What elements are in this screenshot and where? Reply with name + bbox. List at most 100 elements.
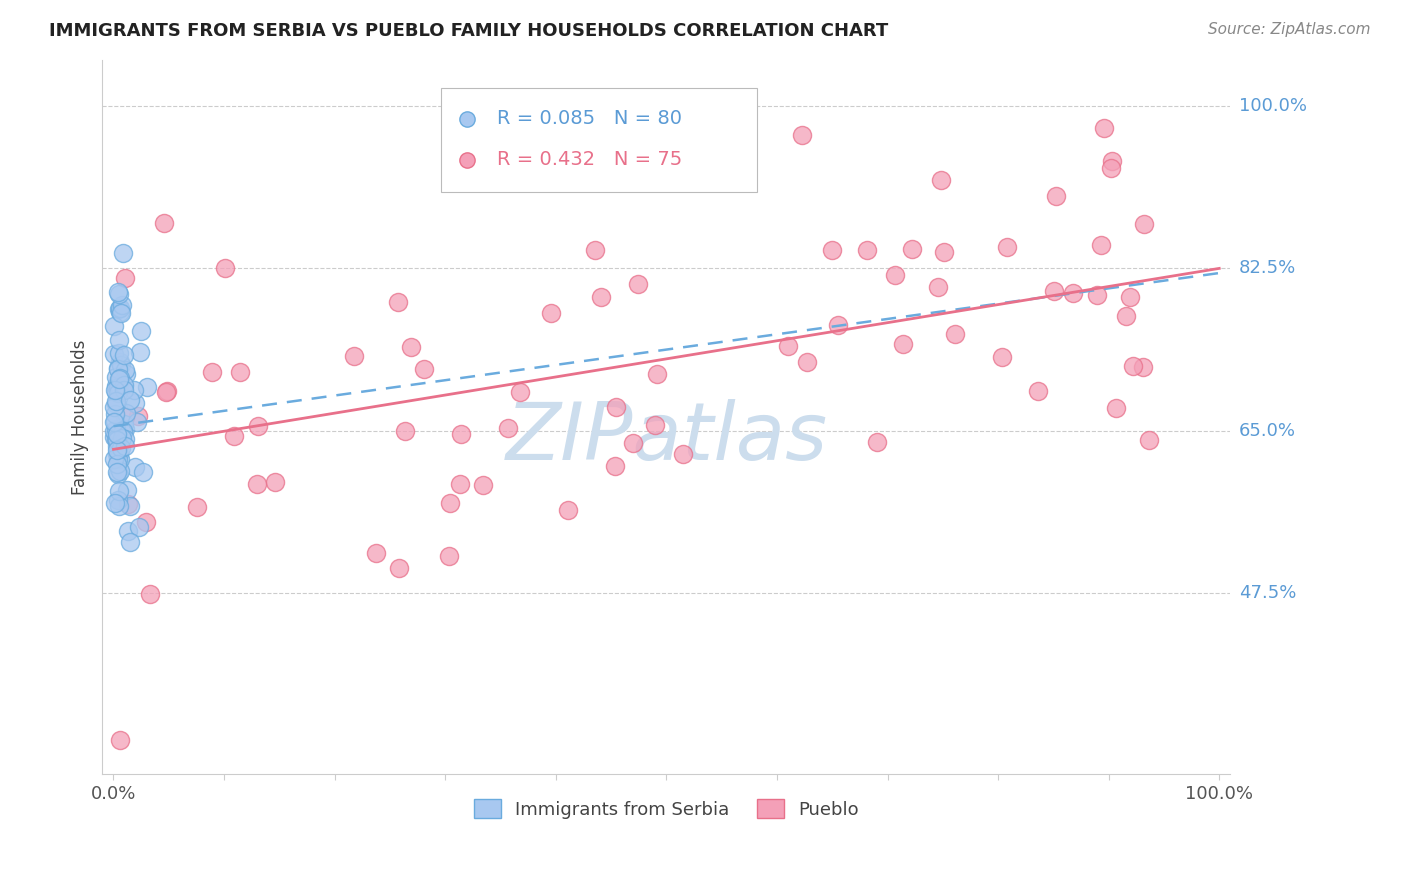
Point <box>153 216 176 230</box>
Point <box>114 432 136 446</box>
Point <box>112 384 135 398</box>
Point <box>439 496 461 510</box>
Point <box>557 503 579 517</box>
Text: 47.5%: 47.5% <box>1239 584 1296 602</box>
Point <box>103 452 125 467</box>
Text: IMMIGRANTS FROM SERBIA VS PUEBLO FAMILY HOUSEHOLDS CORRELATION CHART: IMMIGRANTS FROM SERBIA VS PUEBLO FAMILY … <box>49 22 889 40</box>
Point <box>943 327 966 342</box>
Point <box>108 499 131 513</box>
Point <box>107 380 129 394</box>
Point <box>605 459 627 474</box>
Point <box>107 492 129 507</box>
Point <box>108 301 131 315</box>
Point <box>105 457 128 471</box>
Point <box>111 424 134 438</box>
Point <box>139 587 162 601</box>
Text: R = 0.432   N = 75: R = 0.432 N = 75 <box>498 150 682 169</box>
Point <box>186 500 208 514</box>
Text: ZIPatlas: ZIPatlas <box>505 400 828 477</box>
Point <box>127 409 149 423</box>
Point <box>884 268 907 282</box>
Point <box>1045 188 1067 202</box>
Point <box>1026 384 1049 398</box>
Point <box>1104 401 1126 415</box>
Point <box>103 401 125 415</box>
FancyBboxPatch shape <box>441 88 756 192</box>
Point <box>107 361 129 376</box>
Legend: Immigrants from Serbia, Pueblo: Immigrants from Serbia, Pueblo <box>467 792 866 826</box>
Point <box>114 439 136 453</box>
Point <box>927 280 949 294</box>
Point <box>117 524 139 538</box>
Point <box>112 246 135 260</box>
Point <box>856 244 879 258</box>
Point <box>1101 154 1123 169</box>
Point <box>388 561 411 575</box>
Point <box>108 439 131 453</box>
Point <box>496 421 519 435</box>
Text: 100.0%: 100.0% <box>1239 97 1306 115</box>
Point <box>222 429 245 443</box>
Point <box>107 451 129 466</box>
Point <box>108 447 131 461</box>
Point <box>439 549 461 564</box>
Point <box>540 306 562 320</box>
Point <box>108 371 131 385</box>
Point <box>1092 120 1115 135</box>
Point <box>929 173 952 187</box>
Point <box>120 392 142 407</box>
Point <box>110 358 132 372</box>
Text: R = 0.085   N = 80: R = 0.085 N = 80 <box>498 110 682 128</box>
Point <box>107 362 129 376</box>
Point <box>114 410 136 425</box>
Point <box>111 431 134 445</box>
Point <box>156 384 179 398</box>
Point <box>1043 284 1066 298</box>
Point <box>112 348 135 362</box>
Point <box>104 495 127 509</box>
Point <box>129 324 152 338</box>
Point <box>108 464 131 478</box>
Point <box>117 496 139 510</box>
Point <box>114 405 136 419</box>
Point <box>105 426 128 441</box>
Point <box>104 393 127 408</box>
Point <box>107 285 129 299</box>
Point <box>110 441 132 455</box>
Point <box>105 443 128 458</box>
Point <box>246 419 269 434</box>
Point <box>1062 285 1084 300</box>
Point <box>127 415 149 429</box>
Point <box>136 379 159 393</box>
Point <box>112 377 135 392</box>
Point <box>103 415 125 429</box>
Point <box>108 483 131 498</box>
Point <box>114 363 136 377</box>
Point <box>891 337 914 351</box>
Point <box>605 400 627 414</box>
Point <box>589 290 612 304</box>
Point <box>214 260 236 275</box>
Point <box>105 465 128 479</box>
Point <box>105 397 128 411</box>
Point <box>627 277 650 292</box>
Text: 82.5%: 82.5% <box>1239 260 1296 277</box>
Point <box>342 349 364 363</box>
Point <box>118 534 141 549</box>
Point <box>229 365 252 379</box>
Point <box>672 447 695 461</box>
Point <box>108 354 131 368</box>
Point <box>115 368 138 382</box>
Point <box>509 385 531 400</box>
Point <box>103 319 125 334</box>
Point <box>105 379 128 393</box>
Point <box>105 447 128 461</box>
Point <box>129 345 152 359</box>
Point <box>103 347 125 361</box>
Point <box>387 294 409 309</box>
Point <box>124 383 146 397</box>
Point <box>114 422 136 436</box>
Point <box>1119 290 1142 304</box>
Point <box>471 478 494 492</box>
Point <box>104 407 127 421</box>
